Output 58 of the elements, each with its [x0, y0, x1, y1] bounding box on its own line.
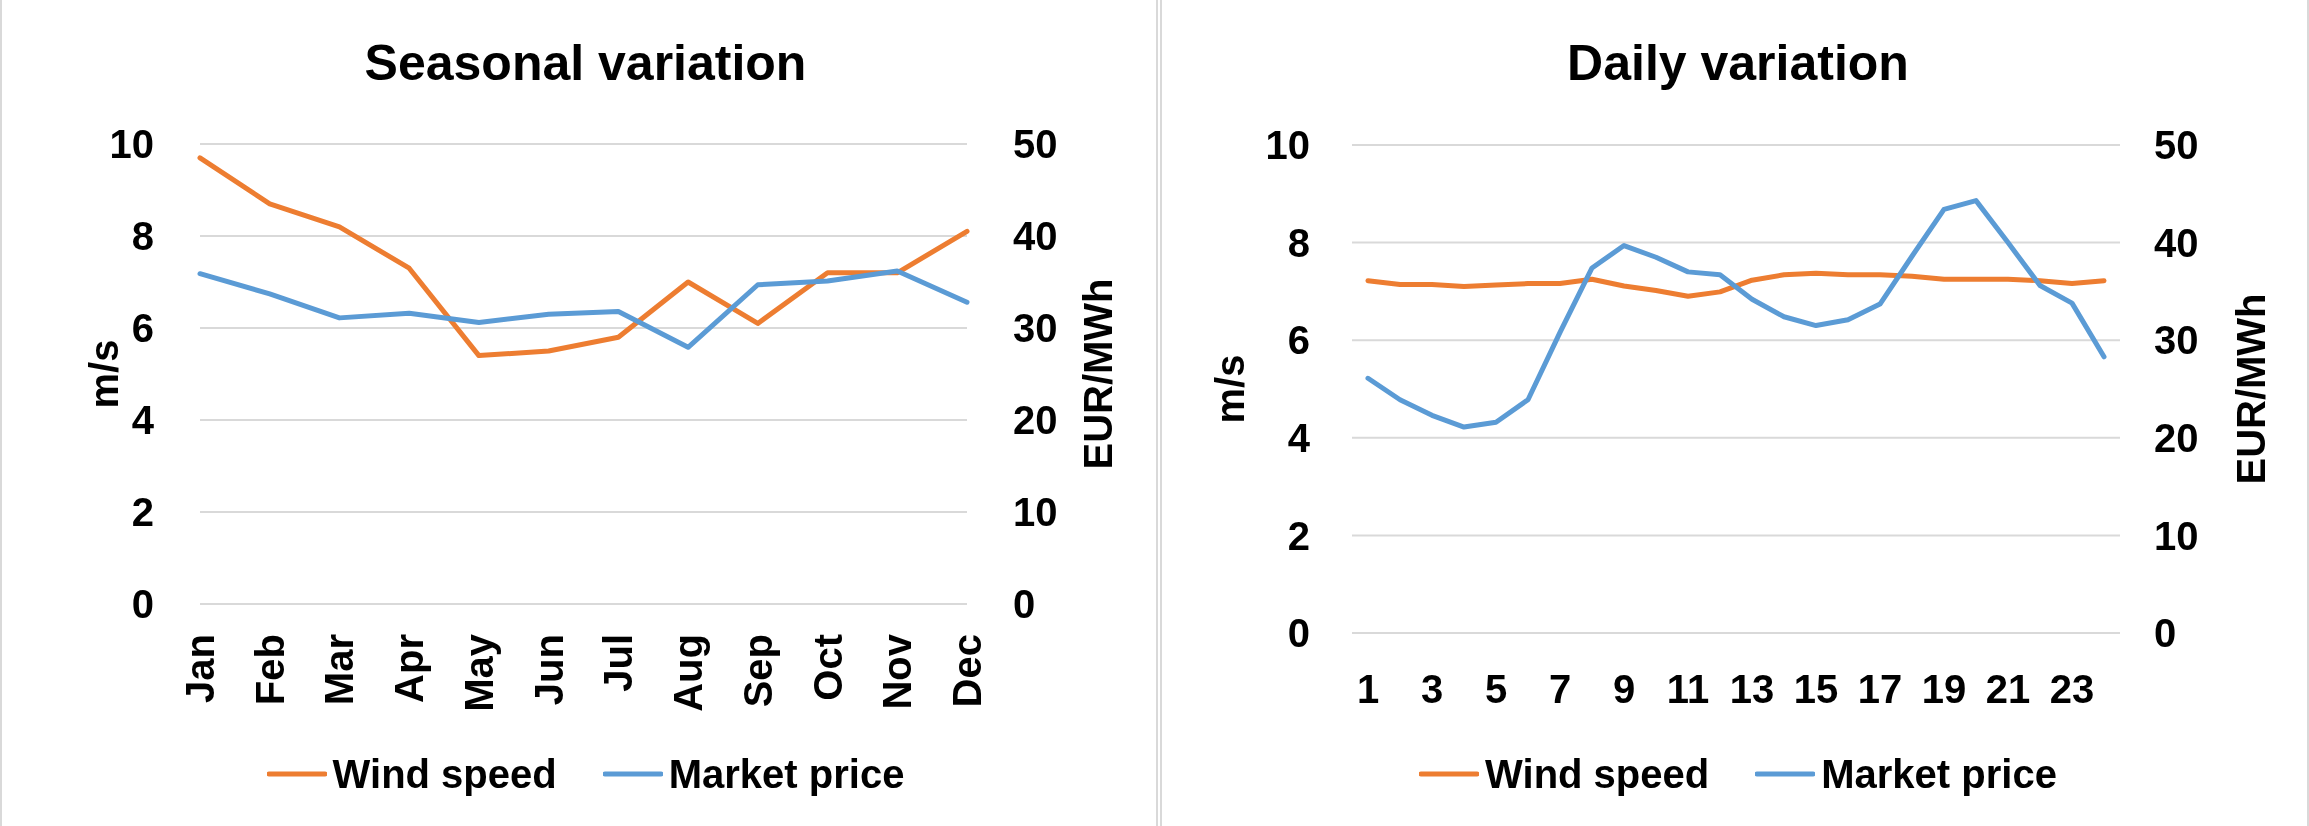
legend-label: Market price	[1821, 751, 2057, 797]
x-tick-label: 11	[1666, 667, 1710, 712]
y-tick-label: 0	[1287, 611, 1310, 656]
y2-tick-label: 40	[2154, 220, 2199, 265]
x-tick-label: 23	[2049, 667, 2095, 712]
y-tick-label: 6	[131, 306, 154, 351]
x-tick-label: 21	[1985, 667, 2031, 712]
y2-tick-label: 50	[1013, 122, 1058, 167]
y2-tick-label: 50	[2154, 123, 2199, 168]
x-tick-label: May	[456, 633, 501, 712]
y2-tick-label: 30	[2154, 318, 2199, 363]
legend-label: Market price	[668, 751, 905, 797]
x-tick-label: 15	[1793, 667, 1839, 712]
x-tick-label: Feb	[247, 634, 292, 706]
legend-label: Wind speed	[332, 751, 557, 797]
y2-tick-label: 30	[1013, 306, 1058, 351]
y-tick-label: 2	[131, 490, 154, 535]
y-axis-title: m/s	[82, 339, 126, 409]
y-tick-label: 0	[131, 582, 154, 627]
x-tick-label: Aug	[666, 634, 711, 712]
y-tick-label: 10	[109, 122, 154, 167]
x-tick-label: 5	[1484, 667, 1508, 712]
x-tick-label: Oct	[805, 634, 850, 701]
legend-label: Wind speed	[1485, 751, 1710, 797]
x-tick-label: Jan	[178, 634, 222, 703]
chart-title: Seasonal variation	[363, 34, 808, 92]
y-tick-label: 10	[1265, 123, 1310, 168]
x-tick-label: Sep	[735, 634, 780, 708]
x-tick-label: Jul	[596, 634, 641, 692]
y2-tick-label: 20	[2154, 416, 2199, 460]
y-tick-label: 8	[1287, 220, 1310, 265]
y-tick-label: 2	[1287, 513, 1310, 558]
y2-tick-label: 40	[1013, 214, 1058, 259]
y2-tick-label: 0	[2154, 611, 2177, 656]
x-tick-label: 3	[1420, 667, 1444, 712]
x-tick-label: Nov	[875, 633, 920, 710]
x-tick-label: 1	[1356, 667, 1380, 712]
y-tick-label: 8	[131, 214, 154, 259]
y2-axis-title: EUR/MWh	[1076, 278, 1120, 470]
y2-axis-title: EUR/MWh	[2229, 293, 2273, 485]
x-tick-label: 9	[1612, 667, 1636, 712]
x-tick-label: Mar	[317, 634, 362, 706]
x-tick-label: 7	[1548, 667, 1572, 712]
y-tick-label: 4	[1287, 416, 1311, 460]
y2-tick-label: 20	[1013, 398, 1058, 443]
y2-tick-label: 0	[1013, 582, 1036, 627]
x-tick-label: 17	[1857, 667, 1903, 712]
y-tick-label: 6	[1287, 318, 1310, 363]
chart-title: Daily variation	[1566, 34, 1910, 92]
y2-tick-label: 10	[1013, 490, 1058, 535]
x-tick-label: 19	[1921, 667, 1967, 712]
y-tick-label: 4	[131, 398, 155, 443]
x-tick-label: Apr	[387, 634, 432, 703]
y2-tick-label: 10	[2154, 513, 2199, 558]
x-tick-label: 13	[1729, 667, 1775, 712]
x-tick-label: Dec	[945, 634, 989, 708]
x-tick-label: Jun	[526, 634, 571, 706]
y-axis-title: m/s	[1208, 354, 1252, 424]
